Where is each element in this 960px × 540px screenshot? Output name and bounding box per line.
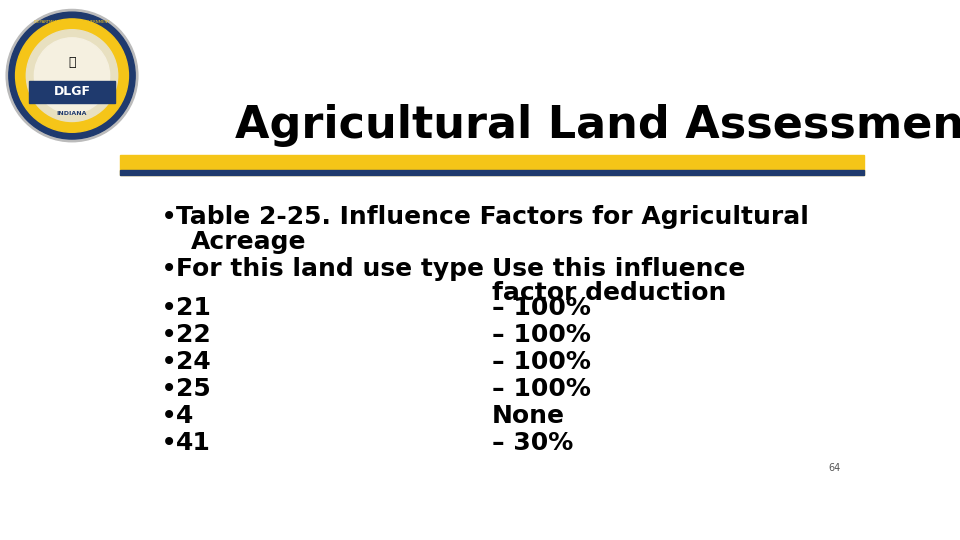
Text: DEPARTMENT OF LOCAL GOVERNMENT: DEPARTMENT OF LOCAL GOVERNMENT bbox=[35, 19, 109, 24]
Text: ★: ★ bbox=[106, 37, 110, 42]
Text: •: • bbox=[161, 348, 178, 376]
Circle shape bbox=[35, 38, 109, 113]
Text: – 30%: – 30% bbox=[492, 431, 573, 455]
Circle shape bbox=[15, 19, 129, 132]
Text: •: • bbox=[161, 202, 178, 231]
Text: ★: ★ bbox=[121, 73, 125, 78]
Text: ★: ★ bbox=[34, 110, 38, 114]
Text: 21: 21 bbox=[176, 296, 210, 320]
Text: FINANCE: FINANCE bbox=[63, 127, 81, 132]
Text: Acreage: Acreage bbox=[191, 230, 306, 253]
Text: •: • bbox=[161, 321, 178, 349]
Text: 22: 22 bbox=[176, 323, 210, 347]
Text: ★: ★ bbox=[106, 110, 110, 114]
Text: •: • bbox=[161, 375, 178, 403]
Text: ★: ★ bbox=[34, 37, 38, 42]
Bar bbox=[29, 81, 115, 103]
Text: •: • bbox=[161, 402, 178, 430]
Text: •: • bbox=[161, 429, 178, 457]
Text: 24: 24 bbox=[176, 350, 210, 374]
Text: Use this influence: Use this influence bbox=[492, 256, 745, 281]
Text: – 100%: – 100% bbox=[492, 377, 590, 401]
Text: INDIANA: INDIANA bbox=[57, 111, 87, 116]
Text: 41: 41 bbox=[176, 431, 210, 455]
Bar bbox=[120, 170, 864, 175]
Text: – 100%: – 100% bbox=[492, 323, 590, 347]
Text: Table 2-25. Influence Factors for Agricultural: Table 2-25. Influence Factors for Agricu… bbox=[176, 205, 808, 228]
Circle shape bbox=[26, 30, 118, 122]
Text: ★: ★ bbox=[70, 22, 74, 27]
Text: ★: ★ bbox=[19, 73, 23, 78]
Text: 🔦: 🔦 bbox=[68, 56, 76, 69]
Text: None: None bbox=[492, 404, 565, 428]
Text: 25: 25 bbox=[176, 377, 210, 401]
Text: DLGF: DLGF bbox=[54, 85, 90, 98]
Circle shape bbox=[9, 12, 135, 139]
Circle shape bbox=[6, 10, 138, 141]
Text: ★: ★ bbox=[70, 124, 74, 130]
Text: •: • bbox=[161, 254, 178, 282]
Text: 64: 64 bbox=[828, 463, 840, 473]
Text: – 100%: – 100% bbox=[492, 350, 590, 374]
Text: Agricultural Land Assessments: Agricultural Land Assessments bbox=[235, 104, 960, 146]
Text: For this land use type: For this land use type bbox=[176, 256, 484, 281]
Text: 4: 4 bbox=[176, 404, 193, 428]
Text: – 100%: – 100% bbox=[492, 296, 590, 320]
Text: •: • bbox=[161, 294, 178, 322]
Text: factor deduction: factor deduction bbox=[492, 281, 727, 306]
Bar bbox=[120, 155, 864, 175]
